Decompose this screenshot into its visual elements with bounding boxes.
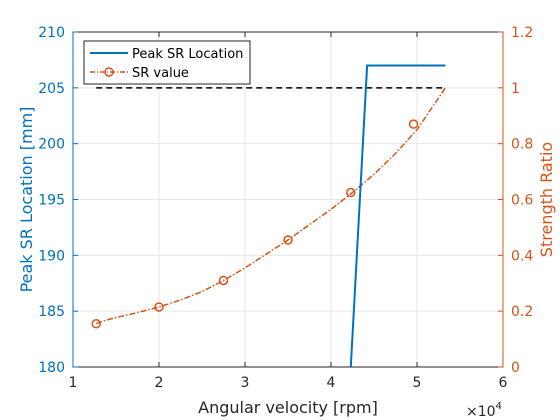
y-axis-left-label: Peak SR Location [mm] xyxy=(17,107,36,293)
x-tick-label: 4 xyxy=(327,375,336,391)
tick-layer: 1 2 3 4 5 6 180 185 190 195 200 205 210 0 0.2 0.4 0.6 0.8… xyxy=(38,25,533,391)
y-left-tick-label: 185 xyxy=(38,304,65,320)
y-right-tick-label: 0 xyxy=(511,360,520,376)
x-axis-exponent: ×104 xyxy=(466,401,502,420)
series-sr-value-point xyxy=(218,275,229,286)
y-right-tick-label: 0.4 xyxy=(511,248,533,264)
y-right-tick-label: 0.2 xyxy=(511,304,533,320)
y-right-tick-label: 1 xyxy=(511,81,520,97)
series-peak-sr-location-line xyxy=(349,64,446,368)
x-tick-label: 1 xyxy=(69,375,78,391)
y-axis-right-label: Strength Ratio xyxy=(537,142,556,257)
series-sr-value-point xyxy=(283,235,293,245)
y-left-tick-label: 205 xyxy=(38,81,65,97)
legend-marker-sr-value xyxy=(104,67,114,77)
y-left-tick-label: 190 xyxy=(38,248,65,264)
legend-label-peak-sr-location: Peak SR Location xyxy=(132,47,243,62)
x-axis-exponent-base: ×10 xyxy=(466,404,496,420)
series-layer xyxy=(91,64,447,368)
series-sr-value-point xyxy=(408,119,419,129)
y-right-tick-label: 0.6 xyxy=(511,193,533,209)
y-left-tick-label: 180 xyxy=(38,360,65,376)
legend: Peak SR Location SR value xyxy=(83,40,251,85)
y-left-tick-label: 210 xyxy=(38,25,65,41)
x-tick-label: 2 xyxy=(155,375,164,391)
series-sr-value-point xyxy=(91,318,101,329)
x-tick-label: 6 xyxy=(499,375,508,391)
series-sr-value-point xyxy=(346,187,356,198)
x-tick-label: 5 xyxy=(413,375,422,391)
legend-label-sr-value: SR value xyxy=(132,66,189,81)
y-right-tick-label: 1.2 xyxy=(511,25,533,41)
series-sr-value-line xyxy=(95,87,447,325)
x-axis-label: Angular velocity [rpm] xyxy=(198,398,378,417)
x-axis-exponent-power: 4 xyxy=(496,401,502,412)
series-sr-value-point xyxy=(154,302,164,312)
y-right-tick-label: 0.8 xyxy=(511,137,533,153)
y-left-tick-label: 200 xyxy=(38,137,65,153)
x-tick-label: 3 xyxy=(241,375,250,391)
legend-box xyxy=(83,40,251,85)
y-left-tick-label: 195 xyxy=(38,193,65,209)
